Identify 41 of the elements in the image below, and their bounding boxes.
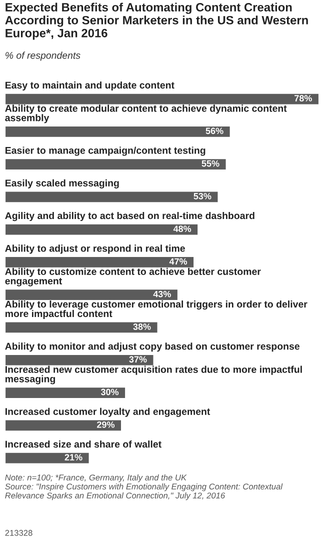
y-tick-label: Increased new customer acquisition rates due to more impactful messaging: [6, 366, 302, 384]
bar: [4, 92, 320, 106]
bar: [4, 354, 155, 367]
data-label: 48%: [173, 226, 192, 232]
bar: [4, 256, 195, 269]
bar: [4, 386, 126, 400]
data-label: 38%: [133, 324, 151, 330]
y-tick-label: Easier to manage campaign/content testing: [6, 146, 206, 156]
data-label: 53%: [194, 192, 212, 200]
bar: [4, 320, 159, 334]
y-tick-label: Ability to create modular content to achieve dynamic content assembly: [5, 104, 287, 124]
source-note: Source: "Inspire Customers with Emotionally Engaging Content: Contextual Relevance Sparks an Emotional Connection," July 12, 2016: [5, 483, 283, 500]
bar: [4, 288, 179, 302]
y-tick-label: Ability to adjust or respond in real time: [5, 244, 185, 254]
bar: [4, 125, 232, 138]
data-label: 30%: [100, 388, 119, 396]
y-tick-label: Ability to customize content to achieve better customer engagement: [5, 268, 261, 286]
y-tick-label: Easily scaled messaging: [6, 179, 119, 188]
data-label: 55%: [202, 160, 220, 167]
bar: [4, 190, 220, 204]
y-tick-label: Increased customer loyalty and engagement: [6, 408, 210, 417]
y-tick-label: Ability to leverage customer emotional triggers in order to deliver more impactful content: [5, 300, 308, 319]
bar: [4, 418, 122, 432]
bar: [4, 451, 90, 465]
text: 213328: [5, 530, 32, 536]
data-label: 37%: [129, 356, 147, 363]
data-label: 78%: [294, 95, 312, 102]
y-tick-label: Ability to monitor and adjust copy based on customer response: [5, 342, 300, 352]
y-tick-label: Increased size and share of wallet: [6, 440, 162, 448]
data-label: 29%: [97, 421, 115, 428]
chart-title: Expected Benefits of Automating Content Creation According to Senior Marketers in the US and Western Europe*, Jan 2016: [5, 2, 308, 40]
data-label: 21%: [64, 454, 82, 460]
data-label: 43%: [153, 290, 171, 298]
text: Note: n=100; *France, Germany, Italy and the UK: [5, 474, 187, 482]
chart-subtitle: % of respondents: [6, 52, 80, 61]
data-label: 47%: [169, 258, 188, 265]
y-tick-label: Easy to maintain and update content: [6, 81, 174, 91]
bar: [4, 158, 228, 171]
bar: [4, 223, 199, 236]
y-tick-label: Agility and ability to act based on real-time dashboard: [5, 212, 254, 222]
data-label: 56%: [206, 128, 224, 134]
